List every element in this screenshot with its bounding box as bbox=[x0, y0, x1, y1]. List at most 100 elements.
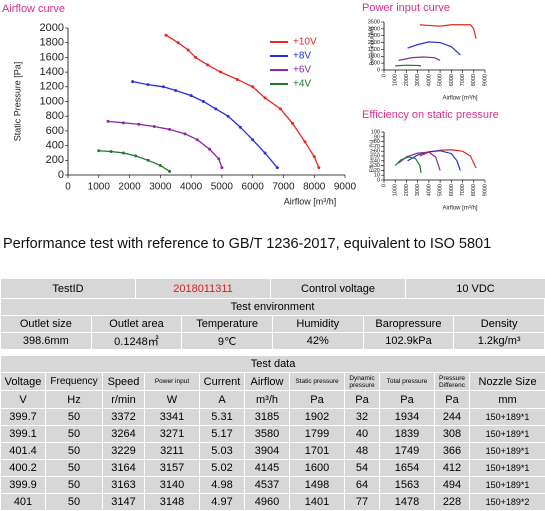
x-tick-label: 4000 bbox=[426, 184, 432, 196]
cell: 64 bbox=[345, 477, 380, 494]
marker bbox=[263, 96, 266, 99]
marker bbox=[168, 128, 171, 131]
marker bbox=[183, 132, 186, 135]
column-header: Density bbox=[454, 316, 545, 333]
cell: 50 bbox=[46, 426, 103, 443]
cell: 1934 bbox=[380, 409, 435, 426]
column-header: Frequency bbox=[46, 373, 103, 391]
y-tick-label: 1000 bbox=[40, 95, 64, 107]
column-header: Voltage bbox=[1, 373, 46, 391]
legend-label: +8V bbox=[293, 51, 311, 62]
cell: 244 bbox=[435, 409, 470, 426]
cell: 398.6mm bbox=[1, 333, 92, 350]
unit: V bbox=[1, 391, 46, 409]
cell: 3157 bbox=[145, 460, 200, 477]
marker bbox=[227, 115, 230, 118]
series-line bbox=[399, 57, 441, 60]
cell: 3341 bbox=[145, 409, 200, 426]
series-line bbox=[395, 157, 421, 173]
legend-label: +4V bbox=[293, 79, 311, 90]
cell: 150+189*1 bbox=[470, 409, 545, 426]
unit: r/min bbox=[103, 391, 145, 409]
cell: 1902 bbox=[290, 409, 345, 426]
cell: 1478 bbox=[380, 494, 435, 511]
marker bbox=[159, 164, 162, 167]
cell: 4.97 bbox=[200, 494, 245, 511]
cell: 1701 bbox=[290, 443, 345, 460]
series-line bbox=[108, 121, 222, 167]
x-tick-label: 0 bbox=[381, 184, 387, 187]
cell: 3580 bbox=[245, 426, 290, 443]
y-tick-label: 800 bbox=[46, 110, 64, 122]
x-axis-label: Airflow [m³/h] bbox=[442, 96, 477, 102]
marker bbox=[214, 107, 217, 110]
cell: 50 bbox=[46, 460, 103, 477]
cell: 3211 bbox=[145, 443, 200, 460]
x-tick-label: 6000 bbox=[449, 74, 455, 86]
x-tick-label: 7000 bbox=[460, 184, 466, 196]
y-tick-label: 2500 bbox=[368, 33, 380, 39]
cell: 412 bbox=[435, 460, 470, 477]
cell: 3140 bbox=[145, 477, 200, 494]
y-tick-label: 1200 bbox=[40, 81, 64, 93]
cell: 4.98 bbox=[200, 477, 245, 494]
cell: 50 bbox=[46, 409, 103, 426]
cell: 150+189*1 bbox=[470, 426, 545, 443]
marker bbox=[313, 155, 316, 158]
cell: 366 bbox=[435, 443, 470, 460]
cell: 1401 bbox=[290, 494, 345, 511]
marker bbox=[174, 89, 177, 92]
y-tick-label: 400 bbox=[46, 140, 64, 152]
x-tick-label: 2000 bbox=[404, 184, 410, 196]
cell: 3185 bbox=[245, 409, 290, 426]
unit: W bbox=[145, 391, 200, 409]
y-tick-label: 1500 bbox=[368, 47, 380, 53]
test-id-table: TestID 2018011311 Control voltage 10 VDC bbox=[0, 278, 545, 299]
marker bbox=[147, 83, 150, 86]
x-tick-label: 1000 bbox=[393, 74, 399, 86]
cell: 50 bbox=[46, 443, 103, 460]
cell: 1.2kg/m³ bbox=[454, 333, 545, 350]
series-line bbox=[99, 151, 170, 172]
legend-label: +10V bbox=[293, 37, 317, 48]
column-header: Airflow bbox=[245, 373, 290, 391]
heading: Performance test with reference to GB/T … bbox=[3, 236, 491, 252]
x-tick-label: 2000 bbox=[404, 74, 410, 86]
section-title: Test environment bbox=[1, 299, 545, 316]
x-tick-label: 9000 bbox=[334, 182, 357, 193]
marker bbox=[131, 80, 134, 83]
y-tick-label: 0 bbox=[377, 67, 380, 73]
y-tick-label: 3500 bbox=[368, 19, 380, 25]
x-tick-label: 3000 bbox=[415, 74, 421, 86]
marker bbox=[194, 56, 197, 59]
column-header: Outlet size bbox=[1, 316, 92, 333]
marker bbox=[122, 151, 125, 154]
cell: 400.2 bbox=[1, 460, 46, 477]
x-tick-label: 3000 bbox=[149, 182, 172, 193]
unit: mm bbox=[470, 391, 545, 409]
x-axis-label: Airflow [m³/h] bbox=[284, 196, 337, 206]
x-tick-label: 1000 bbox=[88, 182, 111, 193]
marker bbox=[202, 100, 205, 103]
marker bbox=[97, 149, 100, 152]
y-tick-label: 2000 bbox=[368, 40, 380, 46]
y-tick-label: 1000 bbox=[368, 54, 380, 60]
cell: 3271 bbox=[145, 426, 200, 443]
marker bbox=[239, 126, 242, 129]
label: TestID bbox=[1, 279, 136, 299]
cell: 1654 bbox=[380, 460, 435, 477]
marker bbox=[236, 78, 239, 81]
x-tick-label: 6000 bbox=[449, 184, 455, 196]
cell: 399.9 bbox=[1, 477, 46, 494]
cell: 5.31 bbox=[200, 409, 245, 426]
cell: 54 bbox=[345, 460, 380, 477]
cell: 3148 bbox=[145, 494, 200, 511]
value: 10 VDC bbox=[406, 279, 545, 299]
unit: Pa bbox=[435, 391, 470, 409]
x-tick-label: 0 bbox=[65, 182, 71, 193]
x-tick-label: 9000 bbox=[482, 184, 488, 196]
marker bbox=[165, 34, 168, 37]
x-tick-label: 5000 bbox=[211, 182, 234, 193]
cell: 399.1 bbox=[1, 426, 46, 443]
